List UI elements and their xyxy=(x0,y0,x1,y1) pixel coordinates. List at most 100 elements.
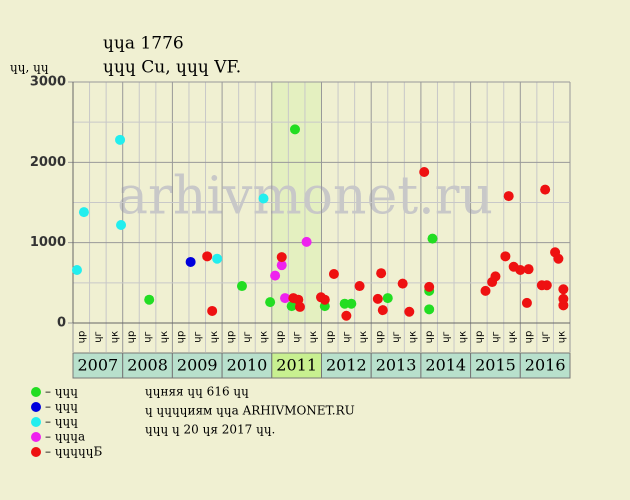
point xyxy=(212,253,223,264)
point xyxy=(276,260,287,271)
point xyxy=(280,293,291,304)
point xyxy=(71,264,82,275)
point xyxy=(116,219,127,230)
x-tick-label: 2016 xyxy=(525,356,566,375)
point xyxy=(354,281,365,292)
point xyxy=(258,193,269,204)
x-sub-label: ɥг xyxy=(93,331,104,343)
point xyxy=(490,271,501,282)
point xyxy=(377,305,388,316)
x-sub-label: ɥк xyxy=(507,331,518,343)
year-cell xyxy=(171,352,223,379)
year-cell xyxy=(72,352,124,379)
point xyxy=(397,278,408,289)
x-sub-label: ɥp xyxy=(474,331,485,344)
y-tick-label: 3000 xyxy=(30,75,66,90)
point xyxy=(289,124,300,135)
point xyxy=(346,298,357,309)
point xyxy=(424,281,435,292)
point xyxy=(541,280,552,291)
point xyxy=(144,294,155,305)
chart-subtitle: ɥɥɥ Cu, ɥɥɥ VF. xyxy=(103,58,241,78)
x-sub-label: ɥp xyxy=(524,331,535,344)
note: ɥ ɥɥɥɥиям ɥɥa ARHIVMONET.RU xyxy=(145,404,355,418)
point xyxy=(294,301,305,312)
year-cell xyxy=(122,352,173,379)
point xyxy=(424,304,435,315)
y-tick-label: 0 xyxy=(57,316,66,331)
point xyxy=(202,251,213,262)
x-tick-label: 2011 xyxy=(276,356,317,375)
x-sub-label: ɥp xyxy=(225,331,236,344)
x-sub-label: ɥк xyxy=(457,331,468,343)
legend-label: – ɥɥɥ xyxy=(45,385,78,399)
point xyxy=(372,293,383,304)
x-sub-label: ɥк xyxy=(308,331,319,343)
x-tick-label: 2007 xyxy=(77,356,118,375)
note: ɥɥɥ ɥ 20 ɥя 2017 ɥɥ. xyxy=(145,423,275,437)
year-cell xyxy=(420,352,472,379)
legend-marker xyxy=(31,447,41,457)
x-sub-label: ɥp xyxy=(374,331,385,344)
point xyxy=(265,297,276,308)
legend-marker xyxy=(31,417,41,427)
x-sub-label: ɥг xyxy=(441,331,452,343)
point xyxy=(553,253,564,264)
x-tick-label: 2008 xyxy=(127,356,168,375)
note: ɥɥняя ɥɥ 616 ɥɥ xyxy=(145,385,249,399)
x-sub-label: ɥк xyxy=(209,331,220,343)
x-sub-label: ɥг xyxy=(540,331,551,343)
year-cell xyxy=(519,352,571,379)
x-sub-label: ɥг xyxy=(192,331,203,343)
y-axis-label: ɥɥ, ɥɥ xyxy=(10,61,49,75)
legend-label: – ɥɥɥ xyxy=(45,400,78,414)
y-tick-label: 2000 xyxy=(30,155,66,170)
x-sub-label: ɥг xyxy=(341,331,352,343)
point xyxy=(480,285,491,296)
x-sub-label: ɥp xyxy=(325,331,336,344)
point xyxy=(115,134,126,145)
x-sub-label: ɥк xyxy=(109,331,120,343)
point xyxy=(404,306,415,317)
x-sub-label: ɥp xyxy=(275,331,286,344)
year-cell xyxy=(271,352,322,379)
legend-label: – ɥɥɥa xyxy=(45,430,85,444)
point xyxy=(376,268,387,279)
point xyxy=(207,305,218,316)
point xyxy=(382,293,393,304)
legend-marker xyxy=(31,402,41,412)
x-sub-label: ɥг xyxy=(143,331,154,343)
x-tick-label: 2013 xyxy=(376,356,417,375)
x-sub-label: ɥк xyxy=(408,331,419,343)
point xyxy=(558,284,569,295)
point xyxy=(286,301,297,312)
x-sub-label: ɥp xyxy=(76,331,87,344)
x-tick-label: 2010 xyxy=(227,356,268,375)
x-tick-label: 2015 xyxy=(475,356,516,375)
x-tick-label: 2014 xyxy=(425,356,466,375)
point xyxy=(270,270,281,281)
point xyxy=(328,268,339,279)
point xyxy=(503,191,514,202)
legend-label: – ɥɥɥ xyxy=(45,415,78,429)
year-cell xyxy=(470,352,521,379)
point xyxy=(500,251,511,262)
year-cell xyxy=(221,352,273,379)
point xyxy=(185,256,196,267)
legend-label: – ɥɥɥɥɥБ xyxy=(45,445,102,459)
x-sub-label: ɥp xyxy=(126,331,137,344)
x-sub-label: ɥк xyxy=(259,331,270,343)
x-sub-label: ɥг xyxy=(242,331,253,343)
x-tick-label: 2012 xyxy=(326,356,367,375)
point xyxy=(78,207,89,218)
point xyxy=(521,297,532,308)
point xyxy=(319,294,330,305)
x-sub-label: ɥp xyxy=(424,331,435,344)
point xyxy=(341,310,352,321)
x-sub-label: ɥp xyxy=(176,331,187,344)
chart-title: ɥɥa 1776 xyxy=(103,34,184,54)
point xyxy=(276,252,287,263)
point xyxy=(515,264,526,275)
point xyxy=(540,184,551,195)
